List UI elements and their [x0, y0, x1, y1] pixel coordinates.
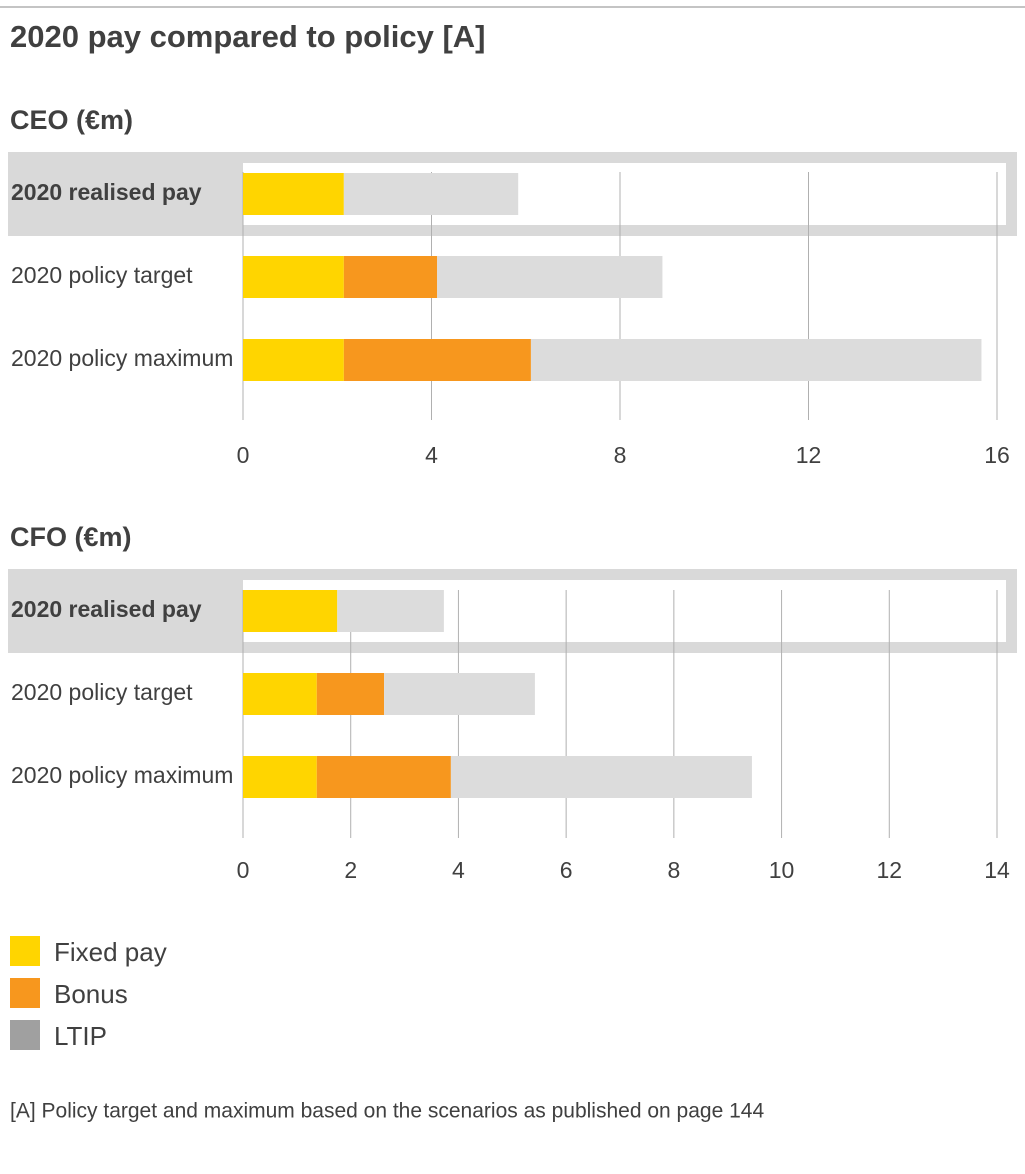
chart-title: CFO (€m): [10, 522, 132, 552]
bar-segment: [243, 256, 344, 298]
x-tick-label: 16: [984, 442, 1010, 468]
x-tick-label: 6: [560, 857, 573, 883]
legend-swatch: [10, 936, 40, 966]
x-tick-label: 2: [344, 857, 357, 883]
x-tick-label: 8: [614, 442, 627, 468]
x-tick-label: 8: [667, 857, 680, 883]
bar-segment: [243, 673, 317, 715]
legend-label: Fixed pay: [54, 937, 167, 967]
bar-segment: [316, 673, 385, 715]
legend-label: LTIP: [54, 1021, 107, 1051]
y-tick-label: 2020 policy maximum: [11, 762, 233, 788]
x-tick-label: 0: [237, 442, 250, 468]
bar-segment: [243, 590, 338, 632]
bar-segment: [530, 339, 982, 381]
x-tick-label: 14: [984, 857, 1010, 883]
y-tick-label: 2020 policy maximum: [11, 345, 233, 371]
bar-segment: [243, 756, 317, 798]
legend-swatch: [10, 1020, 40, 1050]
x-tick-label: 4: [425, 442, 438, 468]
x-tick-label: 10: [769, 857, 795, 883]
x-tick-label: 12: [876, 857, 902, 883]
chart-title: CEO (€m): [10, 105, 133, 135]
bar-segment: [343, 173, 519, 215]
bar-segment: [343, 339, 531, 381]
bar-segment: [243, 173, 344, 215]
x-tick-label: 4: [452, 857, 465, 883]
legend-label: Bonus: [54, 979, 128, 1009]
footnote: [A] Policy target and maximum based on t…: [10, 1100, 764, 1123]
x-tick-label: 0: [237, 857, 250, 883]
legend-swatch: [10, 978, 40, 1008]
x-tick-label: 12: [796, 442, 822, 468]
bar-segment: [437, 256, 663, 298]
y-tick-label: 2020 realised pay: [11, 596, 202, 622]
bar-segment: [316, 756, 451, 798]
y-tick-label: 2020 policy target: [11, 679, 193, 705]
y-tick-label: 2020 realised pay: [11, 179, 202, 205]
bar-segment: [243, 339, 344, 381]
bar-segment: [337, 590, 444, 632]
page-title: 2020 pay compared to policy [A]: [10, 19, 485, 54]
bar-segment: [384, 673, 535, 715]
y-tick-label: 2020 policy target: [11, 262, 193, 288]
bar-segment: [450, 756, 752, 798]
bar-segment: [343, 256, 438, 298]
